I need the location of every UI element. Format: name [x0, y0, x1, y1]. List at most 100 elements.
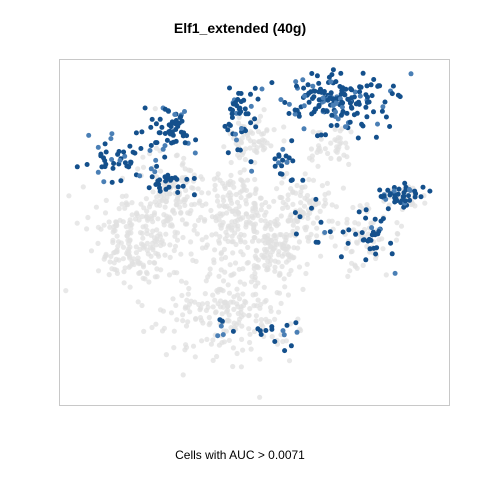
- cell-point-high-auc: [286, 111, 292, 116]
- cell-point-low: [264, 319, 270, 325]
- cell-point-low: [228, 272, 234, 278]
- cell-point-high-auc: [248, 91, 253, 97]
- cell-point-low: [278, 300, 284, 306]
- cell-point-high-auc: [237, 110, 242, 116]
- cell-point-high-auc: [163, 186, 169, 192]
- cell-point-high-auc: [343, 124, 348, 130]
- cell-point-low: [172, 243, 179, 249]
- cell-point-low: [88, 248, 95, 254]
- cell-point-low: [127, 217, 133, 223]
- cell-point-low: [274, 223, 280, 229]
- cell-point-low: [238, 239, 244, 245]
- cell-point-low: [230, 363, 236, 370]
- cell-point-low: [343, 140, 349, 146]
- cell-point-low: [248, 279, 254, 285]
- cell-point-high-auc: [315, 133, 320, 139]
- cell-point-low: [201, 218, 207, 224]
- cell-point-low: [101, 222, 107, 228]
- cell-point-low: [157, 307, 164, 313]
- cell-point-high-auc: [157, 116, 163, 122]
- cell-point-low: [192, 354, 198, 360]
- cell-point-low: [128, 230, 134, 236]
- cell-point-low: [129, 200, 135, 206]
- cell-point-low: [153, 145, 159, 151]
- cell-point-low: [239, 177, 245, 184]
- cell-point-low: [258, 207, 264, 213]
- cell-point-low: [296, 264, 303, 270]
- cell-point-low: [253, 187, 259, 193]
- cell-point-low: [280, 338, 286, 345]
- cell-point-high-auc: [272, 156, 278, 162]
- cell-point-low: [230, 345, 236, 351]
- cell-point-low: [393, 237, 400, 243]
- cell-point-low: [161, 192, 167, 198]
- cell-point-low: [285, 192, 291, 198]
- cell-point-low: [258, 217, 264, 223]
- cell-point-low: [223, 328, 229, 334]
- cell-point-high-auc: [191, 192, 197, 198]
- cell-point-low: [256, 139, 262, 145]
- cell-point-low: [279, 253, 285, 259]
- cell-point-high-auc: [180, 133, 186, 139]
- cell-point-high-auc: [377, 83, 383, 89]
- cell-point-high-auc: [397, 94, 403, 100]
- cell-point-high-auc: [369, 93, 375, 99]
- cell-point-high-auc: [153, 157, 159, 163]
- cell-point-low: [167, 254, 173, 260]
- cell-point-low: [352, 262, 358, 268]
- cell-point-low: [303, 227, 309, 233]
- cell-point-low: [204, 300, 210, 306]
- cell-point-low: [351, 227, 357, 233]
- cell-point-low: [133, 250, 139, 256]
- cell-point-low: [171, 247, 177, 254]
- cell-point-low: [345, 273, 351, 279]
- cell-point-high-auc: [380, 216, 386, 222]
- cell-point-low: [181, 155, 187, 161]
- cell-point-low: [282, 284, 288, 290]
- cell-point-low: [163, 231, 169, 237]
- cell-point-low: [126, 252, 132, 258]
- cell-point-high-auc: [406, 187, 412, 192]
- cell-point-low: [217, 177, 223, 183]
- cell-point-low: [383, 272, 389, 278]
- cell-point-high-auc: [139, 129, 145, 135]
- cell-point-low: [203, 278, 209, 284]
- cell-point-low: [170, 182, 176, 189]
- cell-point-low: [245, 193, 251, 199]
- cell-point-low: [224, 307, 231, 314]
- cell-point-low: [173, 302, 179, 308]
- cell-point-low: [245, 259, 251, 266]
- cell-point-high-auc: [326, 74, 332, 80]
- cell-point-low: [273, 238, 279, 244]
- cell-point-low: [298, 200, 304, 206]
- cell-point-high-auc: [338, 254, 344, 260]
- cell-point-low: [261, 107, 267, 113]
- cell-point-high-auc: [300, 77, 306, 83]
- cell-point-low: [221, 144, 227, 150]
- cell-point-high-auc: [233, 131, 238, 137]
- cell-point-low: [263, 199, 269, 206]
- cell-point-high-auc: [84, 162, 90, 167]
- cell-point-low: [204, 336, 210, 342]
- cell-point-high-auc: [153, 140, 159, 146]
- cell-point-low: [232, 260, 239, 266]
- cell-point-high-auc: [368, 82, 374, 88]
- cell-point-low: [171, 328, 177, 334]
- cell-point-high-auc: [314, 73, 320, 79]
- cell-point-high-auc: [149, 174, 155, 180]
- cell-point-low: [139, 213, 145, 220]
- cell-point-high-auc: [159, 124, 165, 130]
- cell-point-high-auc: [290, 158, 296, 164]
- cell-point-low: [365, 231, 371, 237]
- cell-point-low: [140, 164, 147, 170]
- cell-point-high-auc: [330, 67, 336, 73]
- cell-point-high-auc: [171, 139, 177, 145]
- cell-point-high-auc: [286, 101, 292, 107]
- cell-point-high-auc: [289, 138, 295, 144]
- cell-point-high-auc: [363, 257, 369, 263]
- cell-point-low: [222, 269, 228, 275]
- cell-point-high-auc: [229, 111, 235, 117]
- cell-point-low: [159, 328, 166, 334]
- cell-point-high-auc: [225, 150, 231, 156]
- cell-point-low: [215, 171, 221, 177]
